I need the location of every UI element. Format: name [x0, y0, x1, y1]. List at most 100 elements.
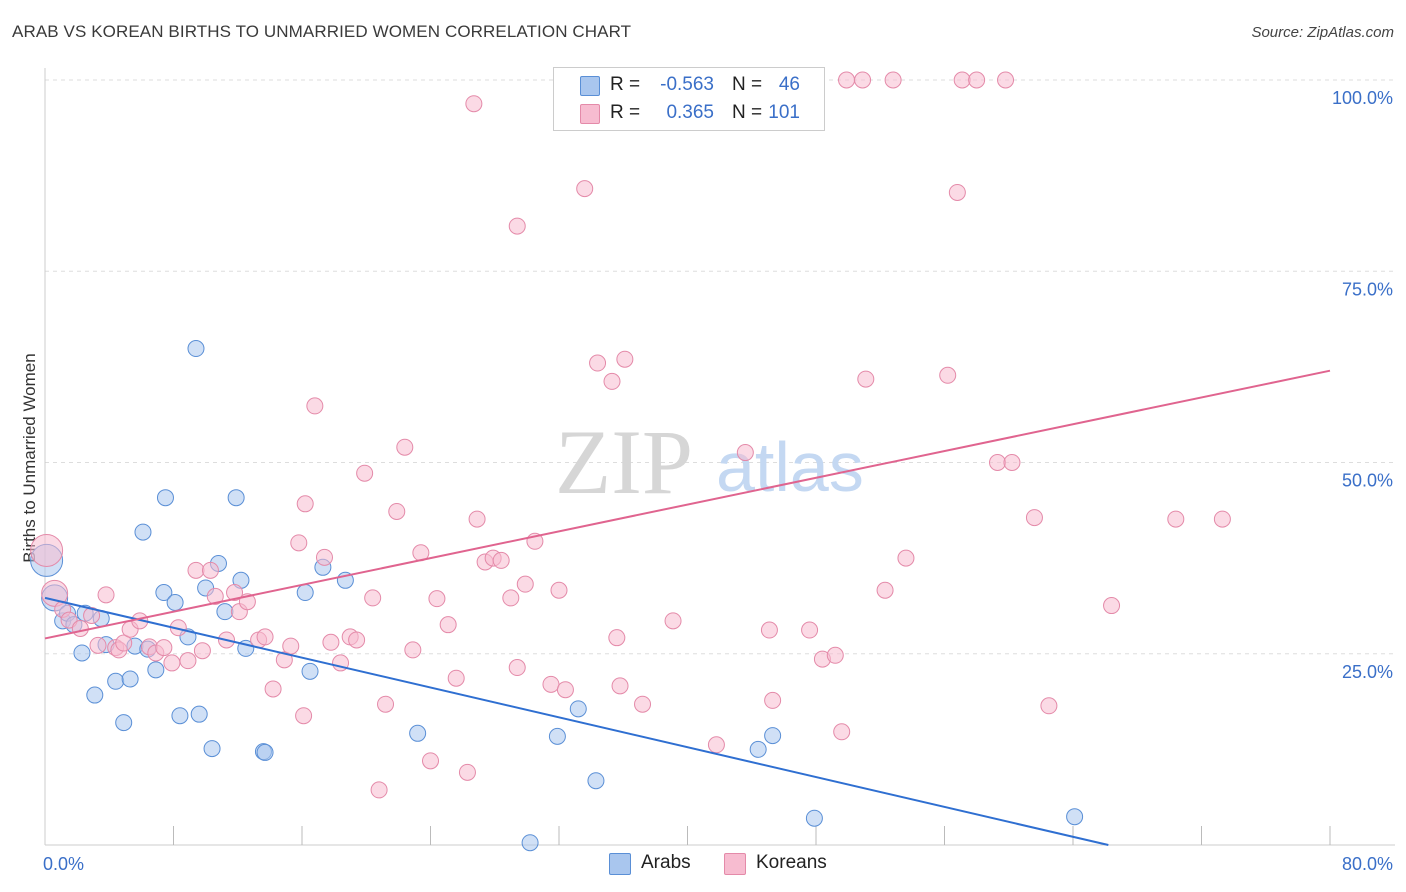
arab-point: [764, 727, 782, 745]
korean-point: [664, 612, 682, 630]
legend-n-value: 46: [778, 74, 800, 95]
arab-point: [521, 834, 539, 852]
arab-point: [203, 740, 221, 758]
trend-line-arabs: [44, 596, 1109, 846]
korean-point: [468, 510, 486, 528]
korean-point: [857, 370, 875, 388]
watermark-zip: ZIP: [555, 411, 693, 513]
korean-point: [502, 589, 520, 607]
arab-point: [190, 705, 208, 723]
korean-point: [876, 581, 894, 599]
korean-point: [1167, 510, 1185, 528]
korean-point: [404, 641, 422, 659]
arab-point: [216, 603, 234, 621]
korean-point: [256, 628, 274, 646]
korean-point: [492, 551, 510, 569]
korean-point: [71, 620, 89, 638]
korean-point: [275, 651, 293, 669]
korean-point: [163, 654, 181, 672]
korean-point: [603, 372, 621, 390]
legend-swatch-koreans: [580, 104, 600, 124]
arab-point: [409, 724, 427, 742]
source-label: Source: ZipAtlas.com: [1251, 24, 1394, 41]
legend-swatch-arabs: [609, 853, 631, 875]
arab-point: [156, 489, 174, 507]
arab-point: [301, 662, 319, 680]
arab-point: [227, 489, 245, 507]
korean-point: [611, 677, 629, 695]
korean-point: [115, 634, 133, 652]
korean-point: [226, 584, 244, 602]
korean-point: [764, 691, 782, 709]
korean-point: [97, 586, 115, 604]
korean-point: [1213, 510, 1231, 528]
trend-line-koreans: [44, 369, 1331, 640]
korean-point: [296, 495, 314, 513]
korean-point: [550, 581, 568, 599]
korean-point: [1025, 509, 1043, 527]
legend-r-value: 0.365: [666, 102, 714, 123]
korean-point: [201, 561, 219, 579]
legend-n-label: N =: [732, 74, 763, 95]
korean-point: [465, 95, 483, 113]
trend-lines: [44, 369, 1331, 846]
arab-point: [1066, 808, 1084, 826]
chart-title: ARAB VS KOREAN BIRTHS TO UNMARRIED WOMEN…: [12, 22, 632, 41]
korean-point: [322, 633, 340, 651]
korean-point: [206, 587, 224, 605]
korean-point: [1003, 454, 1021, 471]
arab-point: [155, 584, 173, 602]
korean-point: [707, 736, 725, 754]
korean-point: [997, 71, 1015, 89]
korean-point: [282, 637, 300, 655]
arab-point: [166, 593, 184, 611]
legend-swatch-koreans: [724, 853, 746, 875]
series-legend: Arabs Koreans: [0, 852, 1406, 878]
korean-point: [348, 631, 366, 649]
korean-point: [447, 669, 465, 687]
korean-point: [356, 464, 374, 482]
korean-point: [295, 707, 313, 725]
arab-point: [296, 584, 314, 602]
korean-point: [179, 652, 197, 670]
korean-point: [508, 217, 526, 235]
arab-point: [86, 686, 104, 704]
arab-point: [171, 707, 189, 725]
legend-r-label: R =: [610, 102, 641, 123]
korean-point: [833, 723, 851, 741]
korean-point: [542, 675, 560, 693]
korean-point: [155, 639, 173, 657]
legend-swatch-arabs: [580, 76, 600, 96]
korean-point: [1103, 597, 1121, 615]
korean-point: [968, 71, 986, 89]
korean-point: [428, 590, 446, 608]
y-tick-label: 25.0%: [1342, 662, 1393, 682]
arab-point: [749, 740, 767, 758]
arab-point: [569, 700, 587, 718]
y-tick-label: 50.0%: [1342, 471, 1393, 491]
arab-point: [115, 714, 133, 732]
korean-point: [616, 350, 634, 368]
arab-point: [73, 644, 91, 662]
legend-label-koreans: Koreans: [756, 852, 827, 873]
korean-point: [458, 763, 476, 781]
korean-point: [760, 621, 778, 639]
korean-point: [576, 180, 594, 198]
data-points: [30, 71, 1231, 852]
korean-point: [83, 607, 101, 624]
korean-point: [948, 183, 966, 201]
korean-point: [187, 561, 205, 579]
arab-point: [134, 523, 152, 541]
arab-point: [587, 772, 605, 790]
korean-point: [396, 438, 414, 456]
x-tick-label: 80.0%: [1342, 854, 1393, 874]
arab-point: [805, 809, 823, 827]
korean-point: [854, 71, 872, 89]
korean-point: [939, 366, 957, 384]
legend-n-value: 101: [768, 102, 800, 123]
korean-point: [516, 575, 534, 593]
korean-point: [30, 533, 64, 567]
korean-point: [315, 548, 333, 566]
arab-point: [256, 743, 274, 761]
